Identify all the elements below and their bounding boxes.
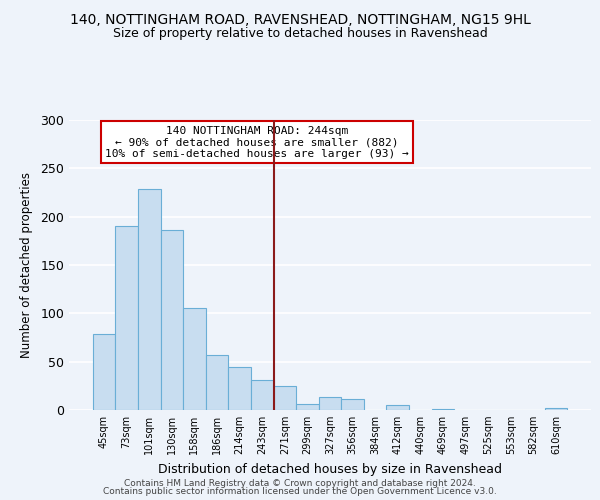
Text: Contains HM Land Registry data © Crown copyright and database right 2024.: Contains HM Land Registry data © Crown c… bbox=[124, 478, 476, 488]
Bar bbox=[183, 308, 206, 410]
Bar bbox=[161, 230, 183, 410]
Bar bbox=[115, 226, 138, 410]
X-axis label: Distribution of detached houses by size in Ravenshead: Distribution of detached houses by size … bbox=[158, 462, 502, 475]
Bar bbox=[93, 334, 115, 410]
Text: Size of property relative to detached houses in Ravenshead: Size of property relative to detached ho… bbox=[113, 28, 487, 40]
Y-axis label: Number of detached properties: Number of detached properties bbox=[20, 172, 34, 358]
Text: 140 NOTTINGHAM ROAD: 244sqm
← 90% of detached houses are smaller (882)
10% of se: 140 NOTTINGHAM ROAD: 244sqm ← 90% of det… bbox=[105, 126, 409, 159]
Bar bbox=[138, 188, 161, 410]
Bar bbox=[206, 355, 229, 410]
Bar bbox=[274, 386, 296, 410]
Text: Contains public sector information licensed under the Open Government Licence v3: Contains public sector information licen… bbox=[103, 487, 497, 496]
Text: 140, NOTTINGHAM ROAD, RAVENSHEAD, NOTTINGHAM, NG15 9HL: 140, NOTTINGHAM ROAD, RAVENSHEAD, NOTTIN… bbox=[70, 12, 530, 26]
Bar bbox=[386, 405, 409, 410]
Bar bbox=[319, 398, 341, 410]
Bar bbox=[251, 380, 274, 410]
Bar bbox=[431, 409, 454, 410]
Bar bbox=[296, 404, 319, 410]
Bar bbox=[545, 408, 567, 410]
Bar bbox=[229, 368, 251, 410]
Bar bbox=[341, 400, 364, 410]
